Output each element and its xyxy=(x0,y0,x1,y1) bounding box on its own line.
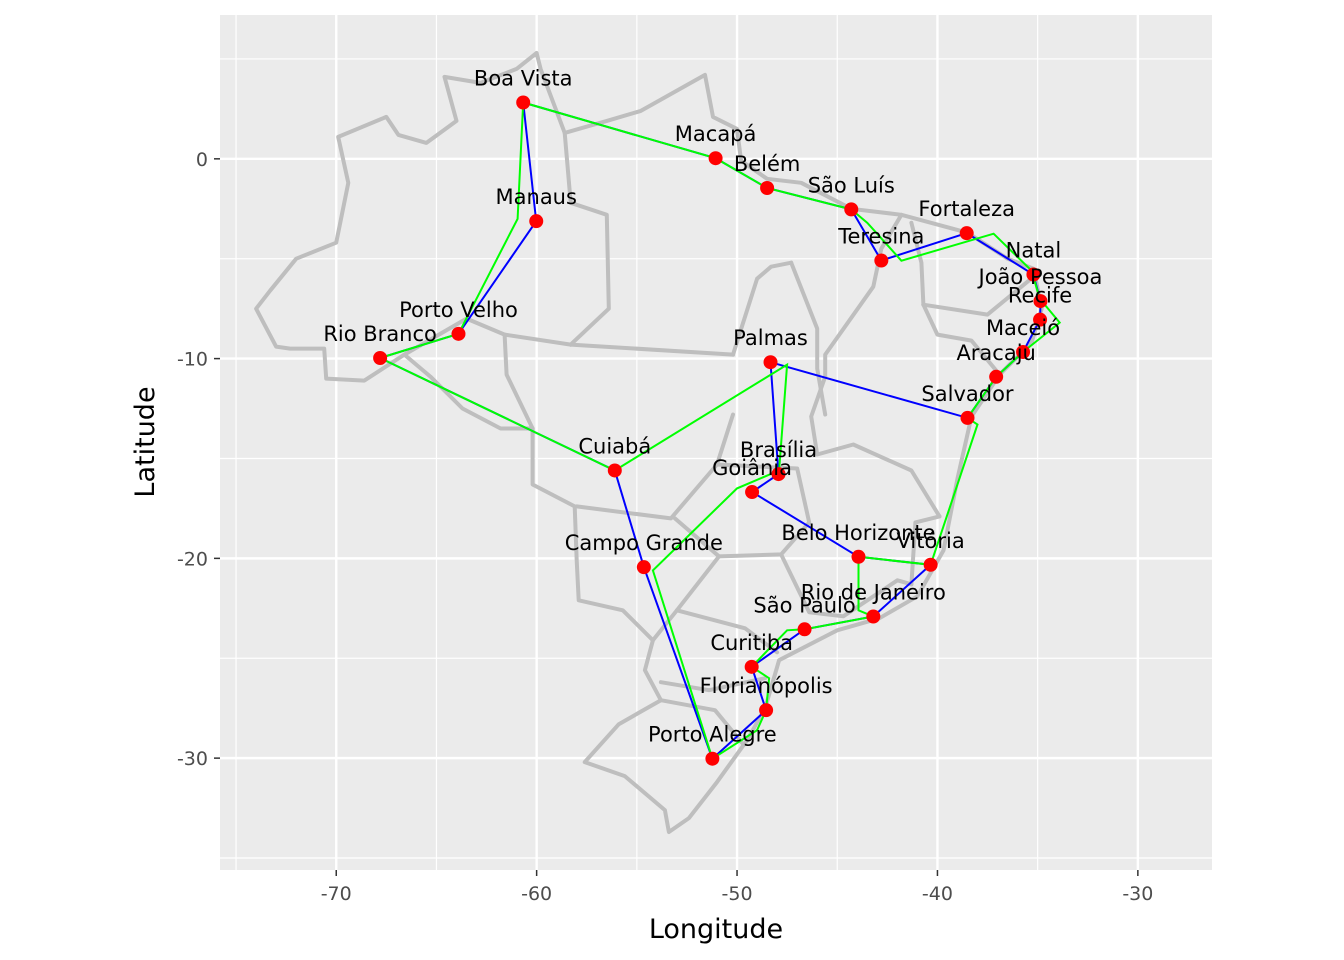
x-tick-label: -60 xyxy=(521,883,552,905)
city-point xyxy=(1033,312,1048,327)
city-label: Salvador xyxy=(921,382,1014,406)
border-am-mt xyxy=(402,316,573,357)
city-point xyxy=(866,609,881,624)
city-point xyxy=(959,226,974,241)
city-point xyxy=(451,326,466,341)
x-tick-label: -40 xyxy=(922,883,953,905)
x-axis: -70 -60 -50 -40 -30 xyxy=(321,870,1153,905)
city-label: Palmas xyxy=(733,326,808,350)
city-label: Teresina xyxy=(837,225,924,249)
city-point xyxy=(851,549,866,564)
city-label: Belém xyxy=(734,152,801,176)
y-tick-label: -10 xyxy=(177,349,208,371)
route-line-2 xyxy=(377,101,1062,761)
city-label: São Paulo xyxy=(753,593,855,617)
city-point xyxy=(797,622,812,637)
minor-grid xyxy=(220,15,1212,870)
y-axis-title: Latitude xyxy=(130,386,161,497)
city-point xyxy=(607,463,622,478)
y-tick-label: -30 xyxy=(177,748,208,770)
city-label: Natal xyxy=(1006,238,1062,262)
routes xyxy=(377,101,1062,761)
state-borders xyxy=(254,51,1044,834)
border-pa-to xyxy=(731,260,794,357)
city-label: Manaus xyxy=(496,185,577,209)
city-label: Porto Alegre xyxy=(648,723,777,747)
city-point xyxy=(1033,294,1048,309)
city-point xyxy=(1016,345,1031,360)
city-label: Vitória xyxy=(897,529,965,553)
city-point xyxy=(708,151,723,166)
border-pa-mt xyxy=(568,342,735,357)
y-tick-label: -20 xyxy=(177,548,208,570)
city-label: São Luís xyxy=(808,173,895,197)
city-label: Campo Grande xyxy=(565,531,723,555)
city-labels: Boa Vista Macapá Belém São Luís Fortaleza Ter… xyxy=(323,66,1102,746)
city-point xyxy=(763,355,778,370)
border-mt-ms xyxy=(574,412,735,521)
border-pi-ce xyxy=(909,220,926,307)
border-ne-states xyxy=(921,274,1036,317)
city-point xyxy=(760,180,775,195)
city-label: Porto Velho xyxy=(399,298,518,322)
city-point xyxy=(844,202,859,217)
city-points xyxy=(373,95,1048,766)
city-label: Brasília xyxy=(740,438,817,462)
city-point xyxy=(989,369,1004,384)
city-point xyxy=(771,467,786,482)
route-line-1 xyxy=(377,101,1042,761)
x-tick-label: -70 xyxy=(321,883,352,905)
x-tick-label: -50 xyxy=(722,883,753,905)
city-label: Florianópolis xyxy=(700,674,833,698)
city-label: Boa Vista xyxy=(474,66,573,90)
city-label: Belo Horizonte xyxy=(781,521,935,545)
city-point xyxy=(759,703,774,718)
border-pr-sc xyxy=(658,676,768,693)
city-point xyxy=(923,557,938,572)
city-label: Rio Branco xyxy=(323,322,437,346)
city-label: João Pessoa xyxy=(977,265,1103,289)
border-pe-ba xyxy=(921,302,1002,377)
city-label: Cuiabá xyxy=(578,434,651,458)
x-axis-title: Longitude xyxy=(649,914,783,945)
border-sp-pr xyxy=(674,608,780,655)
city-point xyxy=(1026,267,1041,282)
city-point xyxy=(874,253,889,268)
border-sc-rs xyxy=(658,698,746,747)
city-point xyxy=(529,214,544,229)
city-point xyxy=(516,95,531,110)
border-mg-sp-rj xyxy=(779,552,914,619)
border-ro-mt xyxy=(502,332,535,431)
city-point xyxy=(960,410,975,425)
border-ba-west xyxy=(809,374,942,519)
city-label: Recife xyxy=(1008,284,1072,308)
city-point xyxy=(744,659,759,674)
y-axis: 0 -10 -20 -30 xyxy=(177,149,220,770)
x-tick-label: -30 xyxy=(1122,883,1153,905)
city-label: Aracaju xyxy=(956,341,1035,365)
city-label: Macapá xyxy=(675,122,757,146)
city-point xyxy=(705,751,720,766)
border-am-pa xyxy=(562,130,611,347)
city-label: Fortaleza xyxy=(918,197,1015,221)
city-label: Goiânia xyxy=(712,456,792,480)
border-ma-pi xyxy=(823,212,904,379)
border-go-mg xyxy=(672,462,812,559)
city-label: Curitiba xyxy=(710,631,793,655)
city-point xyxy=(636,560,651,575)
city-label: Rio de Janeiro xyxy=(801,580,946,604)
y-tick-label: 0 xyxy=(196,149,208,171)
city-label: Maceió xyxy=(986,316,1060,340)
city-point xyxy=(373,350,388,365)
city-point xyxy=(745,485,760,500)
